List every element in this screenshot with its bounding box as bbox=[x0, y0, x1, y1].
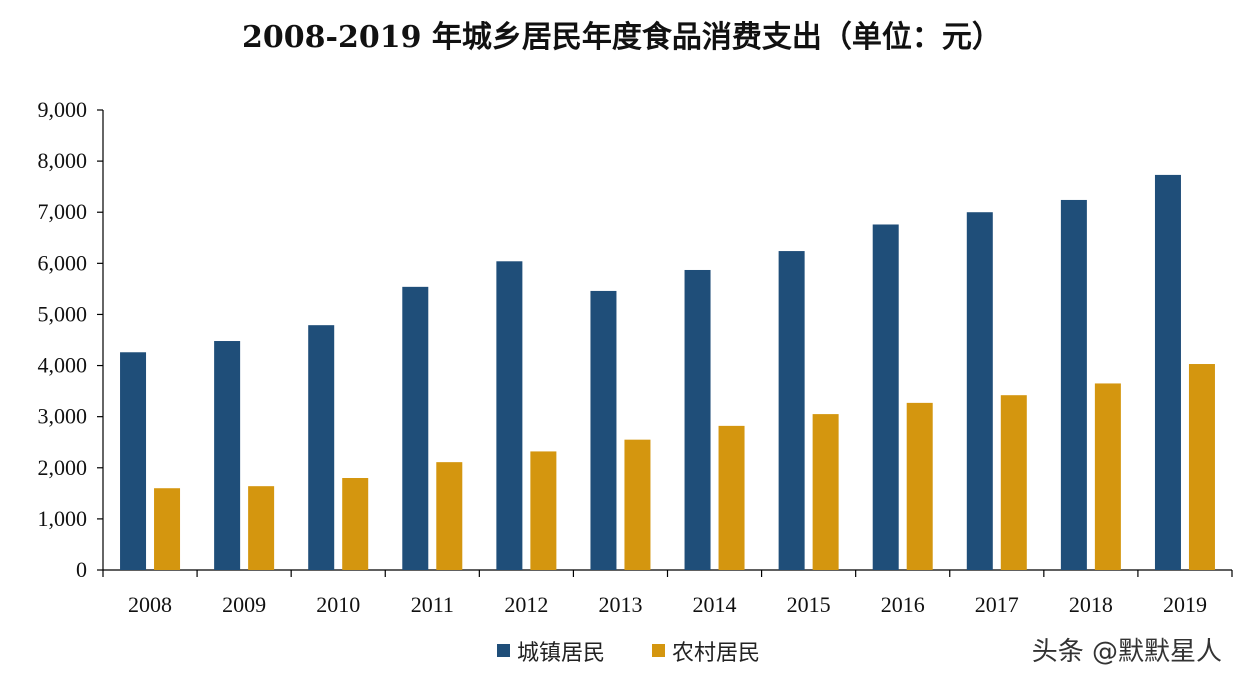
x-tick-label: 2019 bbox=[1163, 592, 1207, 617]
bar-urban bbox=[496, 261, 523, 570]
y-tick-label: 0 bbox=[76, 557, 87, 582]
x-axis: 2008 2009 2010 2011 2012 2013 2014 2015 2016 2017… bbox=[102, 569, 1233, 617]
y-tick-label: 8,000 bbox=[38, 148, 88, 173]
watermark: 头条 @默默星人 bbox=[1031, 637, 1222, 667]
bar-rural bbox=[154, 488, 181, 570]
y-axis: 0 1,000 2,000 3,000 4,000 5,000 6,000 7,000 8,00… bbox=[38, 97, 104, 582]
bar-rural bbox=[812, 414, 839, 570]
legend-label: 城镇居民 bbox=[517, 641, 605, 666]
x-tick-label: 2009 bbox=[222, 592, 266, 617]
y-tick-label: 1,000 bbox=[38, 506, 88, 531]
bar-rural bbox=[1000, 395, 1027, 570]
y-tick-label: 4,000 bbox=[38, 353, 88, 378]
bar-urban bbox=[966, 212, 993, 570]
bar-urban bbox=[1154, 174, 1181, 570]
x-tick-label: 2010 bbox=[316, 592, 360, 617]
bar-urban bbox=[308, 325, 335, 570]
bar-urban bbox=[684, 269, 711, 570]
x-tick-label: 2013 bbox=[598, 592, 642, 617]
legend-swatch bbox=[652, 644, 665, 657]
bar-rural bbox=[624, 439, 651, 570]
bar-urban bbox=[214, 341, 241, 570]
bar-urban bbox=[120, 352, 147, 570]
bar-rural bbox=[718, 425, 745, 570]
y-tick-label: 3,000 bbox=[38, 404, 88, 429]
chart-title: 2008-2019 年城乡居民年度食品消费支出（单位：元） bbox=[242, 20, 1002, 55]
bars bbox=[120, 174, 1215, 571]
x-tick-label: 2011 bbox=[411, 592, 454, 617]
x-tick-label: 2012 bbox=[504, 592, 548, 617]
legend-label: 农村居民 bbox=[672, 641, 760, 666]
x-tick-label: 2014 bbox=[693, 592, 737, 617]
bar-rural bbox=[436, 462, 463, 570]
bar-rural bbox=[342, 478, 369, 570]
bar-urban bbox=[1060, 199, 1087, 570]
x-tick-label: 2008 bbox=[128, 592, 172, 617]
bar-rural bbox=[1094, 383, 1121, 570]
x-tick-label: 2018 bbox=[1069, 592, 1113, 617]
y-tick-label: 9,000 bbox=[38, 97, 88, 122]
y-tick-label: 6,000 bbox=[38, 250, 88, 275]
bar-rural bbox=[248, 486, 275, 570]
legend: 城镇居民 农村居民 bbox=[497, 641, 760, 666]
bar-rural bbox=[1188, 364, 1215, 570]
y-tick-label: 5,000 bbox=[38, 301, 88, 326]
legend-swatch bbox=[497, 644, 510, 657]
bar-urban bbox=[778, 251, 805, 571]
bar-urban bbox=[590, 290, 617, 570]
bar-urban bbox=[402, 286, 429, 570]
x-tick-label: 2017 bbox=[975, 592, 1019, 617]
bar-urban bbox=[872, 224, 899, 570]
y-tick-label: 7,000 bbox=[38, 199, 88, 224]
y-tick-label: 2,000 bbox=[38, 455, 88, 480]
x-tick-label: 2016 bbox=[881, 592, 925, 617]
bar-rural bbox=[530, 451, 557, 570]
x-tick-label: 2015 bbox=[787, 592, 831, 617]
bar-rural bbox=[906, 402, 933, 570]
